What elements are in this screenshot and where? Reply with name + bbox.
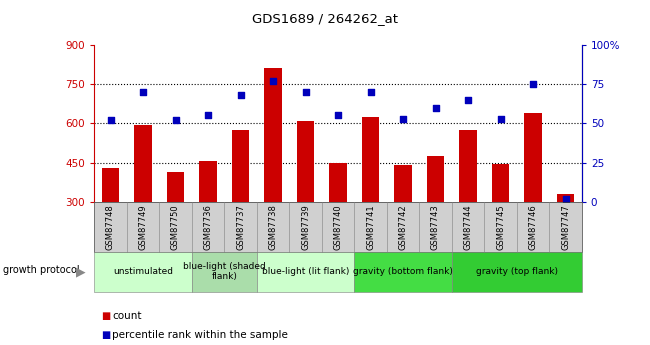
Bar <box>426 156 445 202</box>
Text: GSM87741: GSM87741 <box>366 204 375 250</box>
Bar <box>361 117 380 202</box>
Text: GSM87749: GSM87749 <box>138 204 148 250</box>
Bar <box>556 194 575 202</box>
Point <box>528 81 538 87</box>
Point <box>300 89 311 95</box>
Bar <box>199 161 217 202</box>
Text: ■: ■ <box>101 330 110 339</box>
Text: GSM87744: GSM87744 <box>463 204 473 250</box>
Text: gravity (bottom flank): gravity (bottom flank) <box>353 267 453 276</box>
Bar <box>329 162 347 202</box>
Bar <box>264 68 282 202</box>
Text: blue-light (lit flank): blue-light (lit flank) <box>262 267 349 276</box>
Text: GSM87747: GSM87747 <box>561 204 570 250</box>
Point <box>235 92 246 98</box>
Text: GSM87750: GSM87750 <box>171 204 180 250</box>
Text: GSM87740: GSM87740 <box>333 204 343 250</box>
Text: ■: ■ <box>101 311 110 321</box>
Bar <box>524 113 542 202</box>
Bar <box>491 164 510 202</box>
Text: GSM87739: GSM87739 <box>301 204 310 250</box>
Point <box>138 89 148 95</box>
Point <box>105 117 116 123</box>
Point <box>398 116 408 121</box>
Point <box>560 196 571 201</box>
Text: GSM87736: GSM87736 <box>203 204 213 250</box>
Text: blue-light (shaded
flank): blue-light (shaded flank) <box>183 262 266 282</box>
Text: growth protocol: growth protocol <box>3 265 80 275</box>
Point <box>170 117 181 123</box>
Text: ▶: ▶ <box>77 265 86 278</box>
Bar <box>134 125 152 202</box>
Point <box>430 105 441 110</box>
Point <box>495 116 506 121</box>
Point <box>463 97 473 102</box>
Bar <box>101 168 120 202</box>
Text: GSM87737: GSM87737 <box>236 204 245 250</box>
Point <box>203 113 213 118</box>
Text: GSM87738: GSM87738 <box>268 204 278 250</box>
Text: percentile rank within the sample: percentile rank within the sample <box>112 330 289 339</box>
Text: GSM87745: GSM87745 <box>496 204 505 250</box>
Point <box>268 78 278 84</box>
Text: unstimulated: unstimulated <box>113 267 173 276</box>
Text: GSM87742: GSM87742 <box>398 204 408 250</box>
Bar <box>296 121 315 202</box>
Text: GSM87748: GSM87748 <box>106 204 115 250</box>
Bar <box>394 165 412 202</box>
Bar <box>231 130 250 202</box>
Text: GSM87746: GSM87746 <box>528 204 538 250</box>
Text: GDS1689 / 264262_at: GDS1689 / 264262_at <box>252 12 398 26</box>
Text: count: count <box>112 311 142 321</box>
Point <box>365 89 376 95</box>
Text: GSM87743: GSM87743 <box>431 204 440 250</box>
Bar <box>166 172 185 202</box>
Point <box>333 113 343 118</box>
Text: gravity (top flank): gravity (top flank) <box>476 267 558 276</box>
Bar <box>459 130 477 202</box>
